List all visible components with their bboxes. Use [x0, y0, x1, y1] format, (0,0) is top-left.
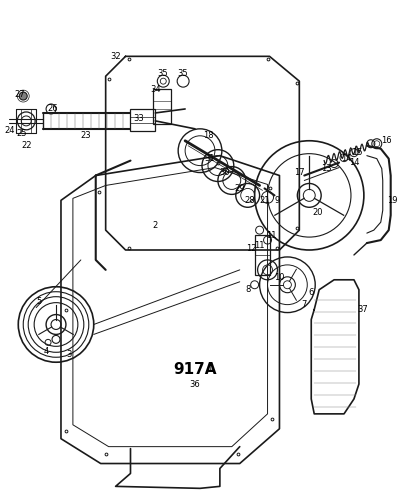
Text: 9: 9 [275, 196, 280, 205]
Text: 22: 22 [21, 141, 32, 150]
Text: 7: 7 [302, 300, 307, 309]
Text: 28: 28 [244, 196, 255, 205]
Text: 29: 29 [234, 184, 245, 193]
Text: 20: 20 [312, 208, 322, 217]
Bar [154, 89, 171, 124]
Text: 19: 19 [387, 196, 398, 205]
Text: 12: 12 [246, 244, 257, 252]
Text: 34: 34 [150, 84, 161, 94]
Text: 31: 31 [205, 154, 215, 163]
Text: 26: 26 [48, 104, 58, 114]
Text: 30: 30 [219, 168, 230, 177]
Text: 32: 32 [110, 52, 121, 61]
Text: 5: 5 [36, 297, 42, 306]
Text: 27: 27 [14, 90, 25, 98]
Bar [255, 235, 269, 275]
Text: 11: 11 [255, 240, 265, 250]
Text: 15: 15 [351, 148, 362, 157]
Text: 13: 13 [321, 164, 331, 173]
Text: 17: 17 [294, 168, 305, 177]
Text: 18: 18 [203, 132, 213, 140]
Text: 10: 10 [274, 274, 285, 282]
Text: 14: 14 [349, 158, 359, 167]
Circle shape [19, 92, 27, 100]
Text: 35: 35 [157, 68, 168, 78]
Text: 25: 25 [16, 130, 27, 138]
Text: 21: 21 [259, 196, 270, 205]
Text: 11: 11 [266, 230, 277, 239]
Text: 24: 24 [4, 126, 15, 136]
Text: 36: 36 [189, 380, 200, 388]
Text: 4: 4 [44, 347, 49, 356]
Text: 16: 16 [381, 136, 392, 145]
Text: 35: 35 [177, 68, 187, 78]
Text: 6: 6 [309, 288, 314, 297]
Text: 37: 37 [358, 305, 368, 314]
Text: 917A: 917A [173, 362, 217, 376]
Text: 3: 3 [66, 350, 72, 359]
Text: 14: 14 [341, 154, 351, 163]
Text: 23: 23 [80, 132, 91, 140]
Text: 1: 1 [207, 364, 213, 374]
Text: 2: 2 [153, 220, 158, 230]
Text: 8: 8 [245, 285, 250, 294]
Text: 33: 33 [133, 114, 144, 124]
Bar [130, 109, 155, 131]
